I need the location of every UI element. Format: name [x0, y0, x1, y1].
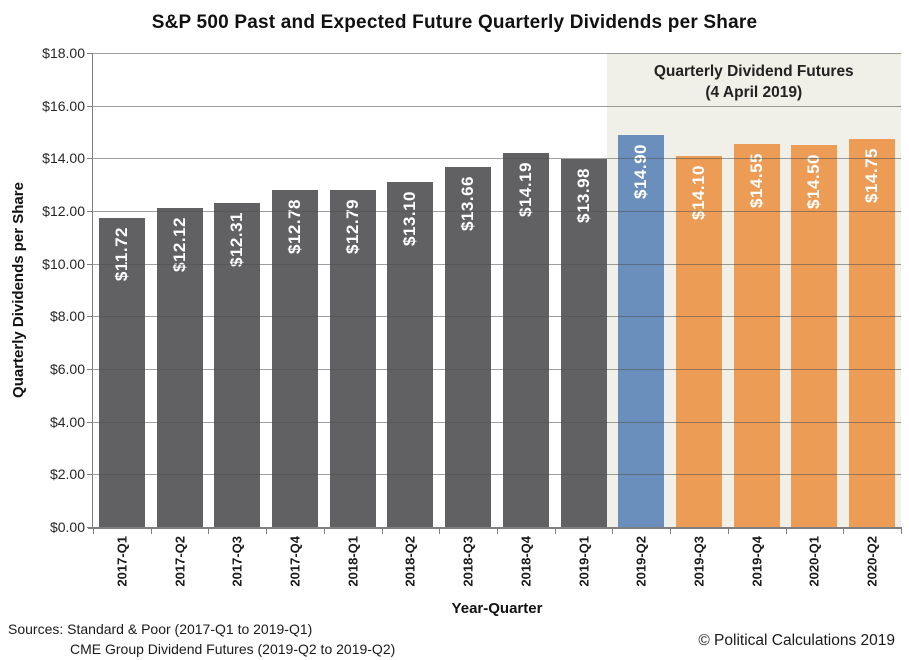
gridline-6	[93, 369, 901, 370]
futures-heading-line2: (4 April 2019)	[705, 84, 803, 101]
x-tick-mark	[323, 529, 325, 534]
gridline-18	[93, 53, 901, 54]
bar-2020-Q2: $14.75	[849, 138, 896, 527]
y-tick-label-12: $12.00	[42, 203, 85, 219]
bar-2018-Q3: $13.66	[445, 167, 492, 527]
gridline-2	[93, 474, 901, 476]
y-tick-mark	[87, 369, 92, 370]
x-tick-label-2019-Q2: 2019-Q2	[633, 536, 649, 587]
x-tick-mark	[497, 529, 498, 534]
y-tick-label-2: $2.00	[49, 466, 85, 483]
gridline-10	[93, 263, 901, 265]
bar-2017-Q2: $12.12	[156, 207, 203, 527]
y-tick-label-0: $0.00	[49, 519, 85, 535]
y-tick-label-10: $10.00	[42, 255, 85, 272]
y-tick-mark	[87, 263, 92, 265]
y-tick-mark	[87, 527, 92, 528]
sources-line-2: CME Group Dividend Futures (2019-Q2 to 2…	[70, 641, 396, 657]
y-tick-label-6: $6.00	[49, 361, 85, 377]
x-tick-mark	[93, 529, 94, 534]
bar-2019-Q2: $14.90	[618, 134, 665, 527]
x-tick-mark	[439, 529, 441, 534]
x-tick-label-2017-Q4: 2017-Q4	[287, 536, 303, 587]
chart-title: S&P 500 Past and Expected Future Quarter…	[151, 12, 758, 33]
y-tick-mark	[87, 421, 92, 423]
x-tick-label-2018-Q4: 2018-Q4	[518, 536, 534, 587]
bar-2019-Q1: $13.98	[560, 158, 607, 527]
y-tick-label-8: $8.00	[49, 308, 85, 325]
x-tick-mark	[843, 529, 845, 534]
bar-value-label: $14.90	[631, 143, 651, 199]
copyright-notice: © Political Calculations 2019	[698, 632, 895, 649]
y-tick-mark	[87, 316, 92, 318]
x-tick-mark	[208, 529, 210, 534]
gridline-12	[93, 211, 901, 212]
bar-value-label: $14.55	[746, 152, 766, 208]
bar-2018-Q2: $13.10	[387, 182, 434, 527]
x-tick-mark	[150, 529, 152, 534]
x-tick-mark	[612, 529, 614, 534]
y-tick-mark	[87, 211, 92, 212]
x-axis-title: Year-Quarter	[451, 600, 543, 617]
y-tick-label-4: $4.00	[49, 413, 85, 430]
y-tick-mark	[87, 53, 92, 54]
x-tick-label-2019-Q4: 2019-Q4	[749, 536, 765, 587]
x-tick-label-2019-Q1: 2019-Q1	[576, 536, 592, 587]
x-tick-label-2020-Q2: 2020-Q2	[864, 536, 880, 587]
bar-value-label: $13.66	[458, 176, 478, 232]
plot-area: Quarterly Dividend Futures (4 April 2019…	[93, 53, 901, 527]
bar-value-label: $12.78	[285, 199, 304, 255]
bar-value-label: $13.10	[400, 191, 420, 247]
y-tick-label-16: $16.00	[42, 97, 85, 114]
x-tick-mark	[727, 529, 729, 534]
bar-2017-Q3: $12.31	[214, 202, 261, 527]
bar-2020-Q1: $14.50	[791, 145, 838, 527]
y-tick-mark	[87, 474, 92, 476]
x-tick-mark	[785, 529, 787, 534]
x-tick-label-2018-Q1: 2018-Q1	[345, 536, 361, 587]
sources-line-1: Sources: Standard & Poor (2017-Q1 to 201…	[8, 621, 313, 637]
x-tick-mark	[670, 529, 672, 534]
gridline-16	[93, 105, 901, 107]
x-tick-label-2017-Q2: 2017-Q2	[172, 536, 188, 587]
bar-2017-Q4: $12.78	[272, 190, 318, 527]
bar-value-label: $14.75	[862, 147, 882, 203]
gridline-8	[93, 316, 901, 318]
x-tick-label-2017-Q3: 2017-Q3	[229, 536, 245, 587]
y-axis-line	[92, 53, 93, 528]
x-tick-label-2020-Q1: 2020-Q1	[806, 536, 822, 587]
futures-heading-line1: Quarterly Dividend Futures	[653, 63, 854, 80]
bar-2019-Q3: $14.10	[676, 155, 722, 527]
x-tick-mark	[266, 529, 268, 534]
bar-value-label: $14.50	[804, 154, 824, 210]
bar-2018-Q1: $12.79	[329, 190, 376, 527]
y-tick-label-18: $18.00	[42, 45, 85, 61]
x-axis-line	[88, 527, 902, 529]
bar-value-label: $14.19	[515, 162, 535, 218]
x-tick-mark	[901, 529, 902, 534]
x-tick-label-2018-Q3: 2018-Q3	[460, 536, 476, 587]
bar-value-label: $12.79	[342, 199, 362, 255]
gridline-4	[93, 421, 901, 423]
y-tick-mark	[87, 105, 92, 107]
x-tick-mark	[554, 529, 556, 534]
bar-value-label: $13.98	[573, 167, 593, 223]
bar-value-label: $11.72	[111, 227, 131, 282]
x-tick-label-2019-Q3: 2019-Q3	[691, 536, 707, 587]
x-tick-label-2018-Q2: 2018-Q2	[402, 536, 418, 587]
bar-2017-Q1: $11.72	[98, 218, 145, 527]
bar-2018-Q4: $14.19	[502, 153, 549, 527]
x-tick-mark	[381, 529, 383, 534]
gridline-14	[93, 158, 901, 160]
x-tick-label-2017-Q1: 2017-Q1	[114, 536, 130, 587]
bar-2019-Q4: $14.55	[733, 143, 780, 527]
y-tick-label-14: $14.00	[42, 150, 85, 167]
bar-value-label: $12.31	[227, 211, 247, 267]
futures-region-heading: Quarterly Dividend Futures (4 April 2019…	[607, 53, 901, 106]
y-tick-mark	[87, 158, 92, 160]
